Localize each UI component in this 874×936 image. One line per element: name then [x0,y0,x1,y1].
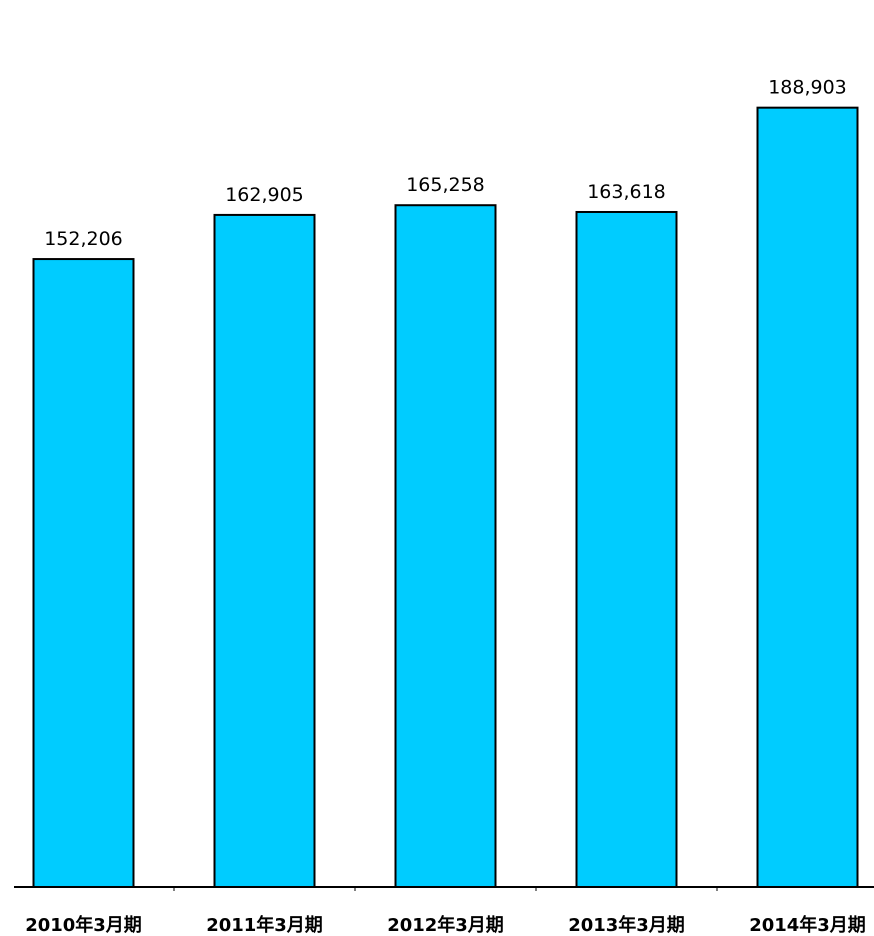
bar-2 [394,204,497,889]
category-label-3: 2013年3月期 [568,914,685,936]
bars-group [32,106,859,889]
value-label-0: 152,206 [44,228,123,250]
category-label-2: 2012年3月期 [387,914,504,936]
category-label-4: 2014年3月期 [749,914,866,936]
category-label-0: 2010年3月期 [25,914,142,936]
value-label-4: 188,903 [768,77,847,99]
bar-0 [32,258,135,888]
value-label-3: 163,618 [587,181,666,203]
x-axis-ticks-group [173,887,718,891]
category-label-1: 2011年3月期 [206,914,323,936]
bar-1 [213,213,316,888]
bar-4 [756,106,859,889]
value-labels-group: 152,206 162,905 165,258 163,618 188,903 [44,77,847,250]
value-label-2: 165,258 [406,174,485,196]
bar-3 [575,210,678,888]
category-labels-group: 2010年3月期 2011年3月期 2012年3月期 2013年3月期 2014年3月期 [25,914,866,936]
value-label-1: 162,905 [225,184,304,206]
